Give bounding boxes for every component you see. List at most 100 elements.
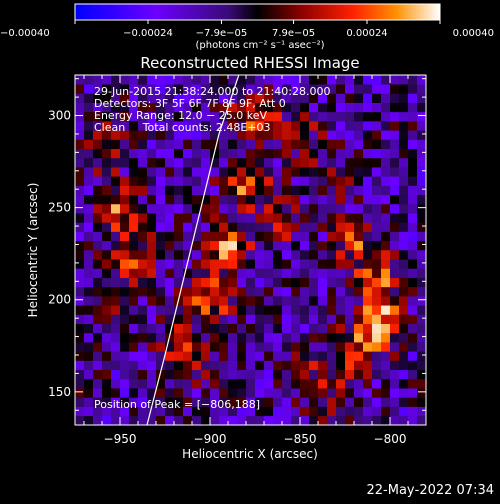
image-cell: [93, 378, 103, 389]
image-cell: [129, 139, 139, 149]
image-cell: [399, 121, 409, 131]
image-cell: [255, 286, 265, 297]
image-cell: [210, 93, 220, 103]
image-cell: [201, 415, 211, 425]
image-cell: [111, 102, 121, 113]
image-cell: [156, 259, 166, 269]
image-cell: [273, 323, 283, 334]
image-cell: [138, 139, 148, 149]
image-cell: [327, 388, 337, 398]
image-cell: [219, 351, 229, 361]
image-cell: [417, 121, 426, 131]
image-cell: [255, 222, 265, 232]
image-cell: [390, 323, 400, 334]
image-cell: [156, 360, 166, 371]
image-cell: [84, 185, 94, 196]
image-cell: [192, 213, 202, 223]
image-cell: [210, 369, 220, 380]
image-cell: [246, 167, 256, 177]
image-cell: [84, 148, 94, 159]
image-cell: [165, 388, 175, 398]
image-cell: [399, 277, 409, 288]
image-cell: [372, 222, 382, 232]
image-cell: [219, 75, 229, 85]
image-cell: [300, 286, 310, 297]
image-cell: [75, 157, 85, 168]
image-cell: [381, 259, 391, 269]
image-cell: [219, 102, 229, 113]
image-cell: [399, 194, 409, 205]
image-cell: [165, 84, 175, 94]
image-cell: [219, 203, 229, 214]
image-cell: [111, 157, 121, 168]
image-cell: [354, 102, 364, 113]
image-cell: [129, 250, 139, 260]
image-cell: [228, 111, 238, 122]
image-cell: [246, 250, 256, 260]
image-cell: [228, 406, 238, 417]
image-cell: [156, 203, 166, 214]
image-cell: [255, 139, 265, 149]
image-cell: [264, 406, 274, 417]
image-cell: [390, 332, 400, 343]
image-cell: [201, 388, 211, 398]
image-cell: [120, 332, 130, 343]
image-cell: [156, 314, 166, 324]
image-cell: [84, 286, 94, 297]
image-cell: [192, 75, 202, 85]
image-cell: [390, 121, 400, 131]
image-cell: [372, 277, 382, 288]
image-cell: [84, 93, 94, 103]
image-cell: [246, 277, 256, 288]
image-cell: [192, 93, 202, 103]
image-cell: [75, 75, 85, 85]
image-cell: [345, 222, 355, 232]
image-cell: [273, 388, 283, 398]
image-cell: [129, 157, 139, 168]
image-cell: [300, 75, 310, 85]
image-cell: [372, 194, 382, 205]
image-cell: [201, 222, 211, 232]
image-cell: [291, 259, 301, 269]
image-cell: [309, 388, 319, 398]
image-cell: [210, 415, 220, 425]
image-cell: [300, 369, 310, 380]
image-cell: [129, 259, 139, 269]
image-cell: [84, 240, 94, 251]
image-cell: [174, 203, 184, 214]
image-cell: [129, 167, 139, 177]
image-cell: [111, 176, 121, 186]
image-cell: [201, 250, 211, 260]
image-cell: [417, 240, 426, 251]
x-tick-label: −850: [284, 432, 317, 446]
image-cell: [219, 185, 229, 196]
image-cell: [111, 415, 121, 425]
image-cell: [273, 130, 283, 140]
image-cell: [228, 176, 238, 186]
image-cell: [354, 259, 364, 269]
image-cell: [192, 130, 202, 140]
image-cell: [84, 231, 94, 242]
image-cell: [201, 332, 211, 343]
image-cell: [354, 167, 364, 177]
image-cell: [372, 130, 382, 140]
image-cell: [390, 286, 400, 297]
image-cell: [237, 185, 247, 196]
image-cell: [390, 203, 400, 214]
image-cell: [264, 250, 274, 260]
image-cell: [408, 222, 418, 232]
image-cell: [102, 203, 112, 214]
image-cell: [300, 167, 310, 177]
image-cell: [129, 185, 139, 196]
image-cell: [291, 415, 301, 425]
image-cell: [201, 360, 211, 371]
image-cell: [399, 378, 409, 389]
image-cell: [93, 167, 103, 177]
image-cell: [174, 397, 184, 407]
image-cell: [390, 130, 400, 140]
image-cell: [282, 314, 292, 324]
image-cell: [210, 75, 220, 85]
image-cell: [93, 397, 103, 407]
image-cell: [246, 139, 256, 149]
image-cell: [246, 369, 256, 380]
